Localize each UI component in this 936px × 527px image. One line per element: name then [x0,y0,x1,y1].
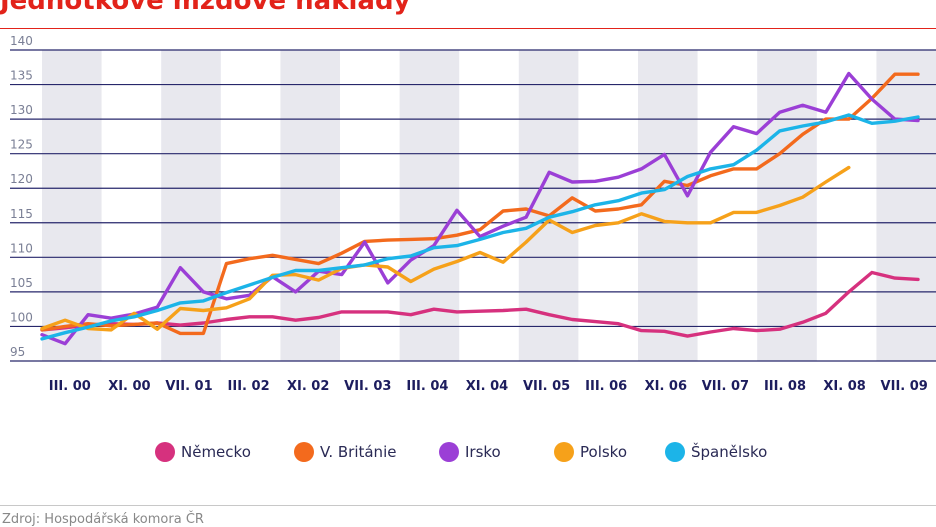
background-band [757,50,817,361]
x-tick-label: VII. 03 [344,379,391,394]
background-band [638,50,698,361]
source-note: Zdroj: Hospodářská komora ČR [2,512,204,527]
legend-label: Španělsko [691,442,767,461]
chart-title: Jednotkové mzdové náklady [0,0,411,16]
y-axis-ticks: 95 100 105 110 115 120 125 130 135 140 [10,34,33,359]
source-divider [0,505,936,506]
series-line [40,270,920,338]
background-band [42,50,102,361]
legend-marker [554,442,574,462]
series-line [40,72,920,336]
series-line [40,113,920,341]
alternating-bands [42,50,936,361]
y-tick-label: 95 [10,345,25,359]
x-tick-label: XI. 08 [823,379,865,394]
x-tick-label: XI. 06 [645,379,687,394]
x-tick-label: XI. 02 [287,379,329,394]
legend-label: V. Británie [320,443,396,461]
gridlines [10,49,936,362]
y-tick-label: 125 [10,138,33,152]
x-tick-label: VII. 05 [523,379,570,394]
x-tick-label: VII. 07 [702,379,749,394]
x-tick-label: III. 04 [406,379,448,394]
y-tick-label: 110 [10,241,33,255]
legend-marker [155,442,175,462]
background-band [280,50,340,361]
x-tick-label: III. 00 [49,379,91,394]
x-tick-label: VII. 01 [165,379,212,394]
legend-marker [439,442,459,462]
y-tick-label: 135 [10,69,33,83]
wage-cost-chart: 95 100 105 110 115 120 125 130 135 140 III. 00 XI.… [10,34,936,462]
series-line [40,71,920,346]
x-tick-label: XI. 00 [108,379,150,394]
background-band [161,50,221,361]
legend-marker [294,442,314,462]
x-tick-label: XI. 04 [466,379,508,394]
background-band [876,50,936,361]
x-axis-ticks: III. 00 XI. 00 VII. 01 III. 02 XI. 02 VII. 03… [49,379,928,394]
legend-marker [665,442,685,462]
y-tick-label: 100 [10,310,33,324]
x-tick-label: VII. 09 [881,379,928,394]
x-tick-label: III. 08 [764,379,806,394]
legend: Německo V. Británie Irsko Polsko Španělsko [155,442,767,462]
legend-label: Irsko [465,443,501,461]
series-line [40,165,851,332]
title-divider [0,28,936,29]
y-tick-label: 105 [10,276,33,290]
y-tick-label: 140 [10,34,33,48]
legend-label: Německo [181,443,251,461]
y-tick-label: 120 [10,172,33,186]
y-tick-label: 130 [10,103,33,117]
x-tick-label: III. 06 [585,379,627,394]
x-tick-label: III. 02 [228,379,270,394]
legend-label: Polsko [580,443,627,461]
series-lines [40,71,920,346]
y-tick-label: 115 [10,207,33,221]
